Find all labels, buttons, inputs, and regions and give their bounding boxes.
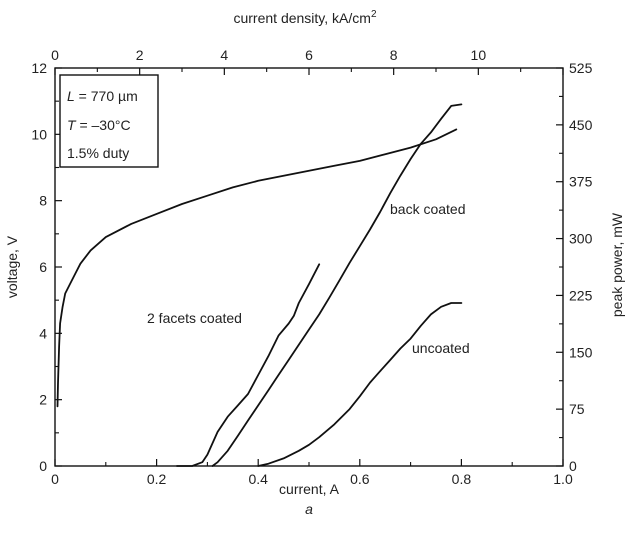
condition-temperature-var: T bbox=[67, 117, 77, 133]
y-left-tick-label: 2 bbox=[39, 392, 47, 408]
x-bottom-tick-label: 0.2 bbox=[147, 471, 167, 487]
x-bottom-ticks: 0 0.2 0.4 0.6 0.8 1.0 bbox=[51, 459, 573, 487]
x-bottom-tick-label: 0.6 bbox=[350, 471, 370, 487]
uncoated-power-curve bbox=[257, 302, 463, 467]
annotation-uncoated: uncoated bbox=[412, 340, 470, 356]
y-right-tick-label: 225 bbox=[569, 287, 593, 303]
conditions-box-frame bbox=[59, 74, 159, 168]
curves-group bbox=[56, 103, 463, 467]
y-left-axis-title: voltage, V bbox=[4, 235, 20, 298]
x-top-tick-label: 6 bbox=[305, 47, 313, 63]
y-right-tick-label: 0 bbox=[569, 458, 577, 474]
x-top-ticks: 0 2 4 6 8 10 bbox=[51, 47, 564, 75]
y-left-tick-label: 10 bbox=[31, 126, 47, 142]
y-right-tick-label: 450 bbox=[569, 117, 593, 133]
y-left-tick-label: 6 bbox=[39, 259, 47, 275]
y-left-tick-label: 0 bbox=[39, 458, 47, 474]
x-top-tick-label: 10 bbox=[471, 47, 487, 63]
condition-length: L = 770 µm bbox=[67, 88, 138, 104]
y-left-tick-label: 4 bbox=[39, 325, 47, 341]
y-right-tick-label: 300 bbox=[569, 231, 593, 247]
x-top-tick-label: 8 bbox=[390, 47, 398, 63]
x-top-tick-label: 0 bbox=[51, 47, 59, 63]
condition-length-value: = 770 µm bbox=[75, 88, 138, 104]
y-right-tick-label: 150 bbox=[569, 344, 593, 360]
x-top-tick-label: 2 bbox=[136, 47, 144, 63]
y-right-tick-label: 525 bbox=[569, 60, 593, 76]
y-right-tick-label: 75 bbox=[569, 401, 585, 417]
condition-temperature-value: = –30°C bbox=[76, 117, 131, 133]
x-bottom-tick-label: 0.4 bbox=[248, 471, 268, 487]
x-bottom-tick-label: 0.8 bbox=[452, 471, 472, 487]
y-left-tick-label: 8 bbox=[39, 193, 47, 209]
y-right-tick-label: 375 bbox=[569, 174, 593, 190]
x-top-axis-title-main: current density, kA/cm bbox=[233, 10, 370, 26]
y-left-ticks: 0 2 4 6 8 10 12 bbox=[31, 60, 62, 474]
annotation-back-coated: back coated bbox=[390, 201, 466, 217]
voltage-curve bbox=[56, 128, 458, 408]
y-right-ticks: 0 75 150 225 300 375 450 525 bbox=[556, 60, 593, 474]
back-coated-power-curve bbox=[211, 103, 463, 467]
x-top-tick-label: 4 bbox=[220, 47, 228, 63]
y-right-axis-title: peak power, mW bbox=[609, 212, 625, 317]
condition-length-var: L bbox=[67, 88, 75, 104]
annotation-2-facets-coated: 2 facets coated bbox=[147, 310, 242, 326]
conditions-box: L = 770 µm T = –30°C 1.5% duty bbox=[59, 74, 159, 168]
x-bottom-axis-title: current, A bbox=[279, 481, 340, 497]
condition-temperature: T = –30°C bbox=[67, 117, 131, 133]
panel-label: a bbox=[305, 501, 313, 517]
x-top-axis-title-sup: 2 bbox=[371, 9, 377, 20]
x-bottom-tick-label: 1.0 bbox=[553, 471, 573, 487]
y-left-tick-label: 12 bbox=[31, 60, 47, 76]
two-facets-coated-power-curve bbox=[176, 263, 321, 467]
x-bottom-tick-label: 0 bbox=[51, 471, 59, 487]
x-top-axis-title: current density, kA/cm2 bbox=[233, 9, 376, 26]
condition-duty: 1.5% duty bbox=[67, 145, 129, 161]
